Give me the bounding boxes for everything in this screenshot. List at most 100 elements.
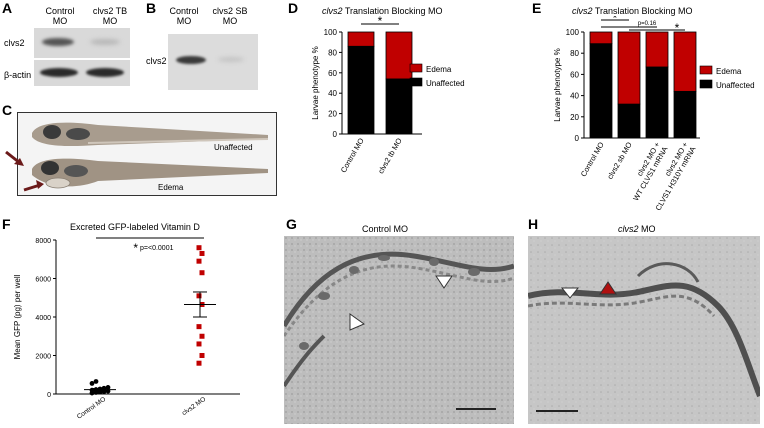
blot-beta-actin-a bbox=[34, 60, 130, 86]
panel-label-c: C bbox=[2, 102, 13, 118]
caption-unaffected: Unaffected bbox=[214, 143, 253, 152]
data-point bbox=[199, 250, 205, 256]
p-value-label: p=0.16 bbox=[638, 21, 657, 27]
data-point bbox=[199, 353, 205, 358]
chart-d-title-rest: Translation Blocking MO bbox=[342, 6, 443, 16]
band bbox=[42, 38, 74, 46]
x-tick-label: Control MO bbox=[579, 140, 606, 178]
row-label-clvs2: clvs2 bbox=[4, 38, 25, 48]
y-tick-label: 4000 bbox=[35, 315, 51, 322]
y-tick-label: 0 bbox=[333, 130, 338, 139]
chart-f-title: Excreted GFP-labeled Vitamin D bbox=[70, 222, 200, 232]
chart-d-title: clvs2 Translation Blocking MO bbox=[322, 6, 443, 16]
y-tick-label: 2000 bbox=[35, 354, 51, 361]
bar-edema bbox=[589, 31, 613, 45]
blot-clvs2-b bbox=[168, 34, 258, 90]
em-texture bbox=[284, 236, 514, 424]
larvae-image-frame: Unaffected Edema bbox=[17, 112, 277, 196]
bar-unaffected bbox=[617, 103, 641, 139]
data-point bbox=[93, 379, 99, 384]
chart-d: 0 20 40 60 80 100 Larvae phenotype % Control MO… bbox=[311, 16, 465, 175]
y-tick-label: 0 bbox=[575, 134, 580, 143]
em-g-title: Control MO bbox=[362, 224, 409, 234]
band bbox=[176, 56, 206, 64]
arrow-icon bbox=[5, 150, 24, 166]
scale-bar bbox=[456, 408, 496, 410]
data-point bbox=[196, 360, 202, 366]
legend-label: Unaffected bbox=[716, 81, 755, 90]
y-tick-label: 40 bbox=[328, 89, 337, 98]
x-tick-label-line: Control MO bbox=[579, 140, 606, 178]
lane-label-clvs2-tb-mo: clvs2 TB MO bbox=[92, 6, 128, 26]
x-tick-label-line: clvs2 sb MO bbox=[605, 140, 634, 180]
bar-unaffected bbox=[347, 45, 375, 135]
x-tick-label: Control MO bbox=[339, 136, 366, 174]
legend-label: Edema bbox=[426, 65, 452, 74]
chart-d-title-gene: clvs2 bbox=[322, 6, 343, 16]
lane-label-clvs2-sb-mo: clvs2 SB MO bbox=[212, 6, 248, 26]
y-tick-label: 0 bbox=[47, 392, 51, 399]
panel-label-f: F bbox=[2, 216, 11, 232]
y-axis-label: Larvae phenotype % bbox=[553, 48, 562, 121]
band bbox=[90, 39, 120, 45]
lane-label-control-mo: Control MO bbox=[45, 6, 75, 26]
chart-e-title-rest: Translation Blocking MO bbox=[592, 6, 693, 16]
em-h-title-gene: clvs2 bbox=[618, 224, 639, 234]
p-value-label: p=<0.0001 bbox=[140, 245, 174, 252]
y-tick-label: 8000 bbox=[35, 238, 51, 245]
bar-unaffected bbox=[589, 43, 613, 139]
caption-edema: Edema bbox=[158, 183, 184, 192]
panel-label-e: E bbox=[532, 0, 542, 16]
data-point bbox=[196, 245, 202, 251]
triangle-marker-icon bbox=[599, 281, 617, 295]
significance-star: * bbox=[675, 21, 680, 35]
blot-clvs2-a bbox=[34, 28, 130, 58]
data-point bbox=[199, 333, 205, 339]
y-tick-label: 60 bbox=[328, 69, 337, 78]
chart-e: 0 20 40 60 80 100 Larvae phenotype % Control MO… bbox=[553, 16, 755, 212]
x-tick-label: clvs2 tb MO bbox=[376, 136, 404, 175]
significance-star: * bbox=[613, 16, 618, 25]
panel-label-b: B bbox=[146, 0, 157, 16]
scale-bar bbox=[536, 410, 578, 412]
panel-label-g: G bbox=[286, 216, 297, 232]
bar-unaffected bbox=[385, 78, 413, 135]
significance-star: * bbox=[378, 16, 383, 28]
edema-arrows bbox=[5, 150, 44, 192]
row-label-clvs2: clvs2 bbox=[146, 56, 167, 66]
data-point bbox=[196, 258, 202, 264]
x-tick-label: clvs2 sb MO bbox=[605, 140, 634, 180]
y-axis-label: Mean GFP (pg) per well bbox=[13, 274, 22, 359]
y-tick-label: 60 bbox=[570, 70, 579, 79]
x-tick-label-line: clvs2 tb MO bbox=[376, 136, 404, 175]
y-tick-label: 40 bbox=[570, 92, 579, 101]
panel-label-d: D bbox=[288, 0, 299, 16]
arrow-icon bbox=[23, 180, 44, 192]
bar-edema bbox=[385, 31, 413, 80]
data-point bbox=[196, 341, 202, 347]
chart-e-title: clvs2 Translation Blocking MO bbox=[572, 6, 693, 16]
y-tick-label: 20 bbox=[328, 110, 337, 119]
lane-label-control-mo: Control MO bbox=[169, 6, 199, 26]
bar-edema bbox=[347, 31, 375, 47]
y-tick-label: 100 bbox=[324, 28, 338, 37]
x-tick-label: Control MO bbox=[76, 396, 107, 421]
triangle-marker-icon bbox=[349, 313, 366, 331]
bar-edema bbox=[645, 31, 669, 68]
data-point bbox=[196, 324, 202, 330]
legend-swatch bbox=[699, 79, 713, 89]
significance-star: * bbox=[133, 241, 138, 255]
em-h-title-rest: MO bbox=[638, 224, 656, 234]
y-tick-label: 80 bbox=[570, 49, 579, 58]
triangle-marker-icon bbox=[560, 287, 580, 299]
bar-unaffected bbox=[645, 66, 669, 139]
legend-swatch bbox=[409, 77, 423, 87]
chart-e-title-gene: clvs2 bbox=[572, 6, 593, 16]
legend-label: Edema bbox=[716, 67, 742, 76]
bar-unaffected bbox=[673, 90, 697, 139]
y-tick-label: 20 bbox=[570, 113, 579, 122]
legend-swatch bbox=[699, 65, 713, 75]
y-tick-label: 6000 bbox=[35, 277, 51, 284]
row-label-beta-actin: β-actin bbox=[4, 70, 32, 80]
band bbox=[86, 68, 124, 77]
